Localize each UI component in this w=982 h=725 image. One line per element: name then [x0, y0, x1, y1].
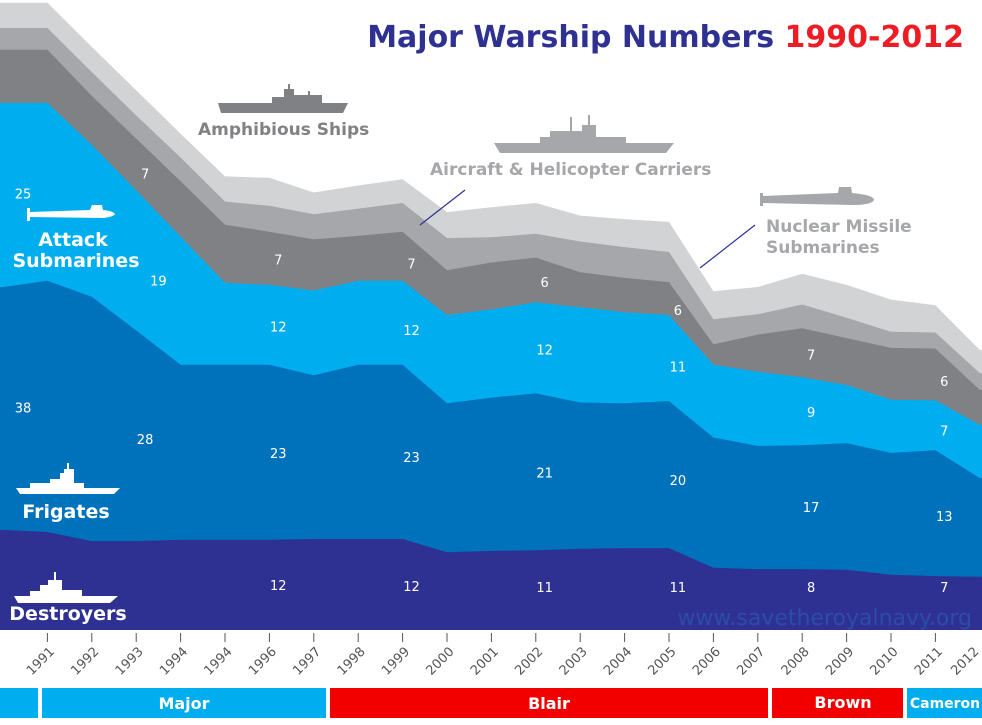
carrier-icon — [494, 115, 674, 153]
x-tick-label: 1997 — [290, 645, 324, 679]
attack-submarine-icon — [27, 205, 115, 221]
data-label: 19 — [150, 275, 167, 290]
title-range: 1990-2012 — [785, 20, 964, 55]
title-main: Major Warship Numbers — [367, 20, 774, 55]
x-tick-label: 2010 — [868, 645, 902, 679]
area-destroyers — [0, 529, 982, 630]
attack-submarines-label: Attack Submarines — [12, 205, 140, 272]
amphibious-label-text: Amphibious Ships — [198, 120, 369, 140]
x-tick-label: 1999 — [379, 645, 413, 679]
chart-title: Major Warship Numbers 1990-2012 — [367, 20, 964, 55]
frigates-label-text: Frigates — [22, 501, 109, 523]
data-label: 11 — [536, 581, 553, 596]
data-label: 7 — [407, 257, 415, 272]
data-label: 9 — [807, 406, 815, 421]
data-label: 11 — [670, 581, 687, 596]
era-label-cameron: Cameron — [910, 696, 980, 712]
data-label: 21 — [536, 467, 553, 482]
x-tick-label: 1991 — [24, 645, 58, 679]
data-label: 7 — [807, 349, 815, 364]
data-label: 13 — [936, 510, 953, 525]
frigate-icon — [16, 463, 120, 494]
x-tick-label: 2009 — [823, 645, 857, 679]
era-segment-cameron — [907, 688, 982, 718]
data-label: 7 — [274, 254, 282, 269]
data-label: 6 — [541, 276, 549, 291]
era-label-brown: Brown — [814, 693, 871, 712]
carriers-leader-line — [419, 189, 466, 226]
ssbn-label: Nuclear Missile Submarines — [699, 187, 912, 269]
data-label: 7 — [940, 581, 948, 596]
data-label: 11 — [670, 361, 687, 376]
data-label: 12 — [270, 320, 287, 335]
era-segment-pre-major — [0, 688, 38, 718]
data-label: 6 — [940, 375, 948, 390]
ssbn-label-line2: Submarines — [766, 238, 880, 258]
amphibious-ships-label: Amphibious Ships — [198, 84, 369, 140]
x-tick-label: 2002 — [512, 645, 546, 679]
era-label-major: Major — [158, 694, 209, 713]
data-label: 38 — [15, 402, 32, 417]
carriers-label-text: Aircraft & Helicopter Carriers — [430, 160, 711, 180]
x-tick-label: 2011 — [912, 645, 946, 679]
data-label: 12 — [536, 343, 553, 358]
data-label: 23 — [403, 451, 420, 466]
watermark-url: www.savetheroyalnavy.org — [677, 606, 972, 631]
data-label: 28 — [137, 433, 154, 448]
nuclear-submarine-icon — [760, 187, 874, 206]
data-label: 23 — [270, 447, 287, 462]
frigates-label: Frigates — [16, 463, 120, 523]
data-label: 6 — [674, 304, 682, 319]
era-segment-blair — [330, 688, 768, 718]
x-tick-label: 2012 — [948, 645, 982, 679]
ssbn-leader-line — [699, 224, 756, 269]
data-label: 7 — [141, 167, 149, 182]
x-tick-label: 2007 — [734, 645, 768, 679]
era-bar: Major Blair Brown Cameron — [0, 688, 982, 718]
x-tick-label: 2004 — [601, 645, 635, 679]
x-tick-label: 2006 — [690, 645, 724, 679]
area-series-group — [0, 2, 982, 631]
era-label-blair: Blair — [528, 694, 570, 713]
carriers-label: Aircraft & Helicopter Carriers — [419, 115, 711, 226]
x-tick-label: 1994 — [202, 645, 236, 679]
data-label: 12 — [403, 324, 420, 339]
x-tick-label: 1992 — [68, 645, 102, 679]
destroyer-icon — [14, 572, 118, 603]
data-label: 12 — [403, 580, 420, 595]
era-segment-brown — [772, 688, 903, 718]
data-label: 20 — [670, 474, 687, 489]
data-label: 17 — [803, 501, 820, 516]
x-tick-label: 1994 — [157, 645, 191, 679]
x-axis: 1991 1992 1993 1994 1994 1996 1997 1998 1999 2000… — [24, 633, 982, 679]
data-label: 12 — [270, 579, 287, 594]
x-tick-label: 1993 — [113, 645, 147, 679]
attack-label-line1: Attack — [38, 229, 108, 251]
amphibious-ship-icon — [218, 84, 348, 113]
x-tick-label: 1996 — [246, 645, 280, 679]
attack-label-line2: Submarines — [12, 250, 139, 272]
x-tick-label: 2000 — [424, 645, 458, 679]
data-label: 8 — [807, 581, 815, 596]
ssbn-label-line1: Nuclear Missile — [766, 217, 912, 237]
x-tick-label: 2001 — [468, 645, 502, 679]
data-label: 25 — [15, 188, 32, 203]
x-tick-label: 1998 — [335, 645, 369, 679]
x-tick-label: 2003 — [557, 645, 591, 679]
era-segment-major — [42, 688, 326, 718]
destroyers-label-text: Destroyers — [9, 603, 126, 625]
x-tick-label: 2005 — [646, 645, 680, 679]
data-label: 7 — [940, 425, 948, 440]
destroyers-label: Destroyers — [9, 572, 127, 625]
x-tick-label: 2008 — [779, 645, 813, 679]
data-labels-group: 25 19 12 12 12 11 9 7 38 28 23 23 21 20 17 13 12 12 11 11 8 7… — [15, 167, 953, 596]
